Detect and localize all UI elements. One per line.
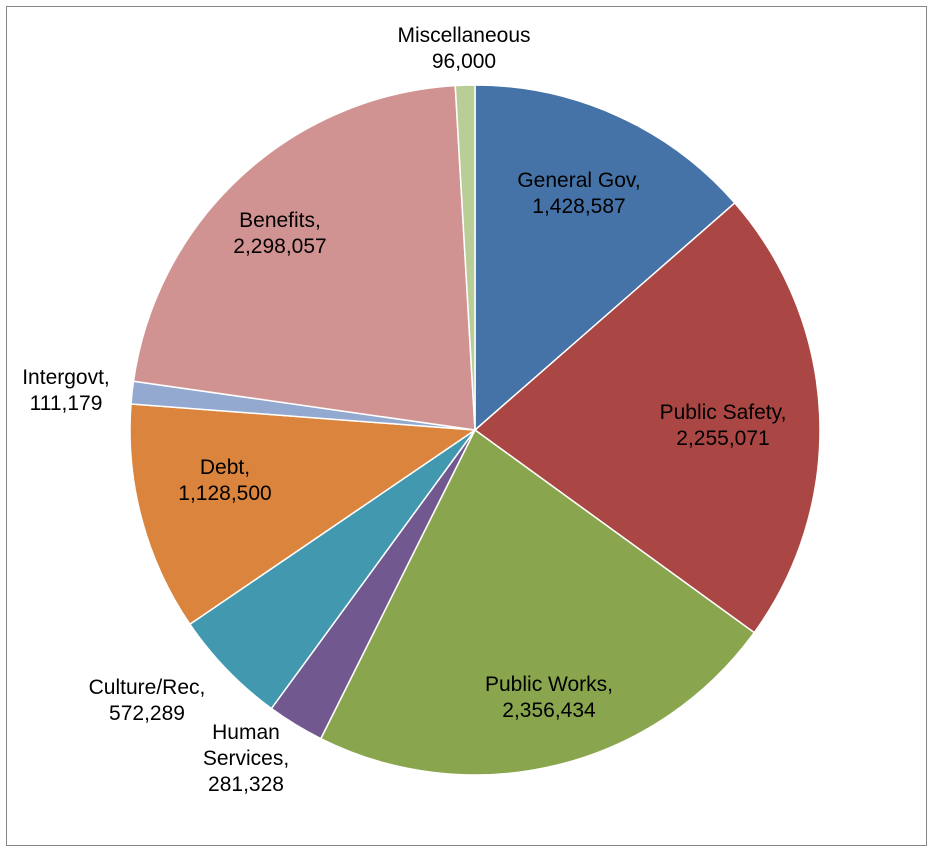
data-label-debt: Debt, 1,128,500 — [178, 456, 271, 505]
data-label-human-services: Human Services, 281,328 — [203, 721, 289, 796]
data-label-miscellaneous: Miscellaneous 96,000 — [397, 24, 530, 73]
data-label-benefits: Benefits, 2,298,057 — [233, 209, 326, 258]
data-label-culture-rec: Culture/Rec, 572,289 — [89, 676, 206, 725]
pie-labels: General Gov, 1,428,587 Public Safety, 2,255… — [22, 24, 786, 796]
pie-slice-public-works — [319, 428, 756, 776]
pie-slice-public-safety — [473, 201, 821, 634]
pie-slice-miscellaneous — [454, 84, 476, 431]
pie-slice-debt — [129, 403, 478, 626]
data-label-public-works: Public Works, 2,356,434 — [485, 673, 613, 722]
data-label-public-safety: Public Safety, 2,255,071 — [660, 401, 787, 450]
pie-slice-benefits — [132, 84, 476, 431]
data-label-general-gov: General Gov, 1,428,587 — [517, 169, 640, 218]
pie-slices — [129, 84, 821, 776]
pie-slice-general-gov — [474, 84, 736, 432]
data-label-intergovt: Intergovt, 111,179 — [22, 366, 110, 415]
